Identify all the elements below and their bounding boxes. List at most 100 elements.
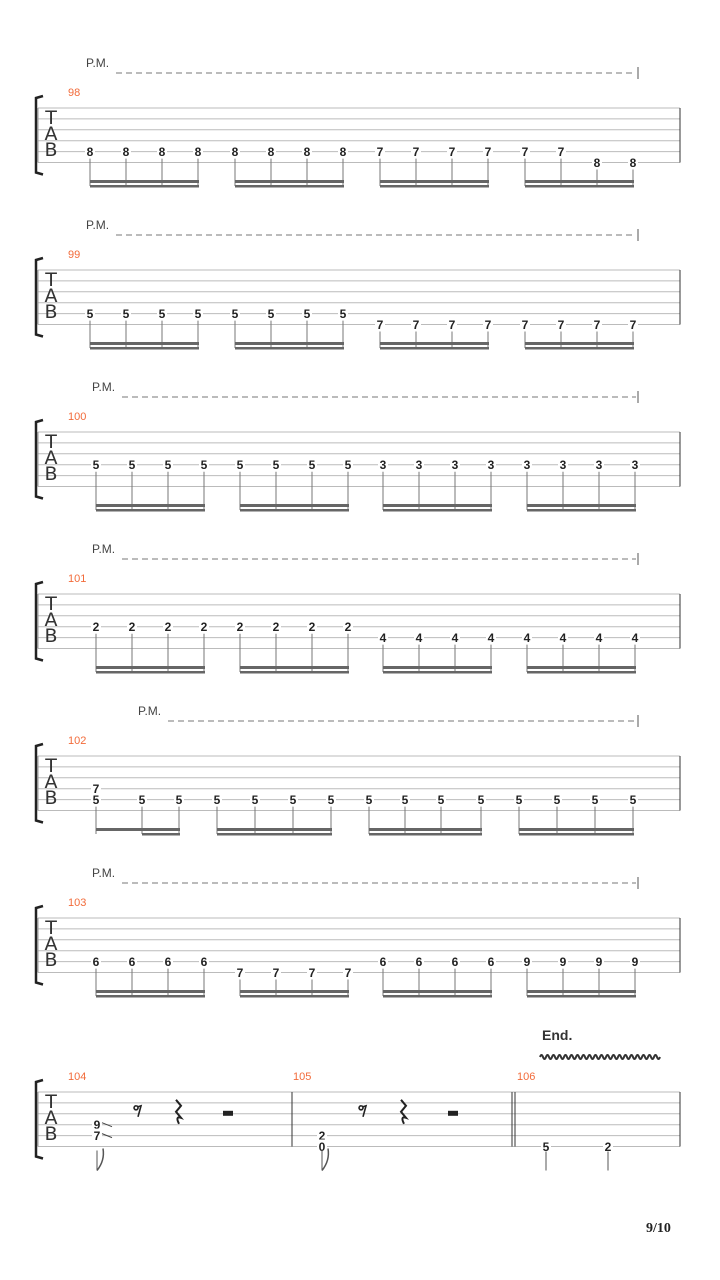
- beam-secondary: [235, 185, 344, 188]
- fret-number: 7: [522, 318, 529, 332]
- beam-primary: [380, 342, 489, 345]
- tab-clef-letter: A: [45, 447, 58, 469]
- fret-bg: [271, 619, 281, 632]
- slide-out-line: [101, 1133, 113, 1139]
- beam-secondary: [527, 509, 636, 512]
- fret-number: 7: [630, 318, 637, 332]
- fret-bg: [552, 792, 562, 805]
- half-rest-icon: [223, 1110, 233, 1116]
- fret-bg: [85, 144, 95, 157]
- tab-clef-letter: T: [44, 269, 57, 291]
- fret-number: 6: [488, 955, 495, 969]
- fret-bg: [343, 457, 353, 470]
- tab-clef-letter: B: [44, 949, 57, 971]
- fret-number: 6: [165, 955, 172, 969]
- fret-number: 4: [416, 631, 423, 645]
- fret-number: 3: [452, 458, 459, 472]
- fret-bg: [594, 457, 604, 470]
- fret-bg: [307, 619, 317, 632]
- fret-bg: [91, 619, 101, 632]
- fret-bg: [127, 457, 137, 470]
- fret-bg: [174, 792, 184, 805]
- tab-clef: TAB: [44, 431, 57, 485]
- fret-bg: [338, 306, 348, 319]
- tab-system: TAB P.M. 100 5 5 5 5 5 5 5 5 3 3 3 3 3 3 3 3: [34, 380, 681, 512]
- fret-bg: [91, 781, 101, 794]
- fret-number: 5: [139, 793, 146, 807]
- tab-system: TAB P.M. 103 6 6 6 6 7 7 7 7 6 6 6 6 9 9 9 9: [34, 866, 681, 998]
- system-bracket: [34, 418, 44, 500]
- fret-number: 8: [594, 156, 601, 170]
- fret-bg: [558, 954, 568, 967]
- fret-number: 5: [252, 793, 259, 807]
- fret-bg: [628, 155, 638, 168]
- beam-secondary: [383, 509, 492, 512]
- fret-number: 5: [340, 307, 347, 321]
- page-number: 9/10: [646, 1221, 671, 1236]
- fret-number: 5: [176, 793, 183, 807]
- fret-number: 8: [87, 145, 94, 159]
- fret-number: 2: [201, 620, 208, 634]
- fret-bg: [157, 144, 167, 157]
- fret-number: 4: [596, 631, 603, 645]
- beam-primary: [527, 504, 636, 507]
- fret-number: 5: [328, 793, 335, 807]
- beam-primary: [527, 666, 636, 669]
- fret-number: 2: [93, 620, 100, 634]
- fret-number: 4: [488, 631, 495, 645]
- fret-bg: [450, 457, 460, 470]
- measure-number: 103: [68, 897, 86, 909]
- tab-clef-letter: T: [44, 1091, 57, 1113]
- fret-bg: [163, 954, 173, 967]
- fret-number: 8: [232, 145, 239, 159]
- fret-number: 5: [159, 307, 166, 321]
- fret-number: 7: [345, 966, 352, 980]
- measure-number: 102: [68, 735, 86, 747]
- beam-secondary: [90, 347, 199, 350]
- fret-bg: [414, 954, 424, 967]
- fret-bg: [121, 306, 131, 319]
- beam-primary: [240, 504, 349, 507]
- fret-number: 5: [516, 793, 523, 807]
- fret-bg: [447, 317, 457, 330]
- tab-clef-letter: A: [45, 1107, 58, 1129]
- fret-number: 6: [201, 955, 208, 969]
- measure-number: 100: [68, 411, 86, 423]
- fret-number: 7: [273, 966, 280, 980]
- fret-number: 8: [340, 145, 347, 159]
- fret-number: 9: [524, 955, 531, 969]
- fret-number: 9: [632, 955, 639, 969]
- fret-bg: [414, 457, 424, 470]
- fret-bg: [343, 965, 353, 978]
- fret-bg: [92, 1117, 102, 1130]
- beam-secondary: [240, 509, 349, 512]
- beam-primary: [383, 504, 492, 507]
- tab-clef-letter: B: [44, 139, 57, 161]
- tab-clef-letter: T: [44, 431, 57, 453]
- half-rest-icon: [448, 1110, 458, 1116]
- fret-number: 6: [452, 955, 459, 969]
- tab-clef-letter: B: [44, 301, 57, 323]
- fret-number: 8: [195, 145, 202, 159]
- fret-number: 3: [416, 458, 423, 472]
- beam-primary: [96, 666, 205, 669]
- beam-secondary: [527, 671, 636, 674]
- fret-bg: [486, 457, 496, 470]
- fret-bg: [235, 457, 245, 470]
- fret-bg: [590, 792, 600, 805]
- beam-secondary: [96, 995, 205, 998]
- fret-bg: [522, 630, 532, 643]
- fret-bg: [288, 792, 298, 805]
- fret-bg: [483, 317, 493, 330]
- tab-clef-letter: A: [45, 609, 58, 631]
- fret-bg: [378, 954, 388, 967]
- fret-number: 7: [93, 782, 100, 796]
- system-bracket: [34, 742, 44, 824]
- fret-bg: [127, 954, 137, 967]
- fret-number: 5: [232, 307, 239, 321]
- fret-number: 7: [377, 145, 384, 159]
- palm-mute-label: P.M.: [86, 56, 109, 70]
- fret-number: 5: [87, 307, 94, 321]
- fret-number: 5: [237, 458, 244, 472]
